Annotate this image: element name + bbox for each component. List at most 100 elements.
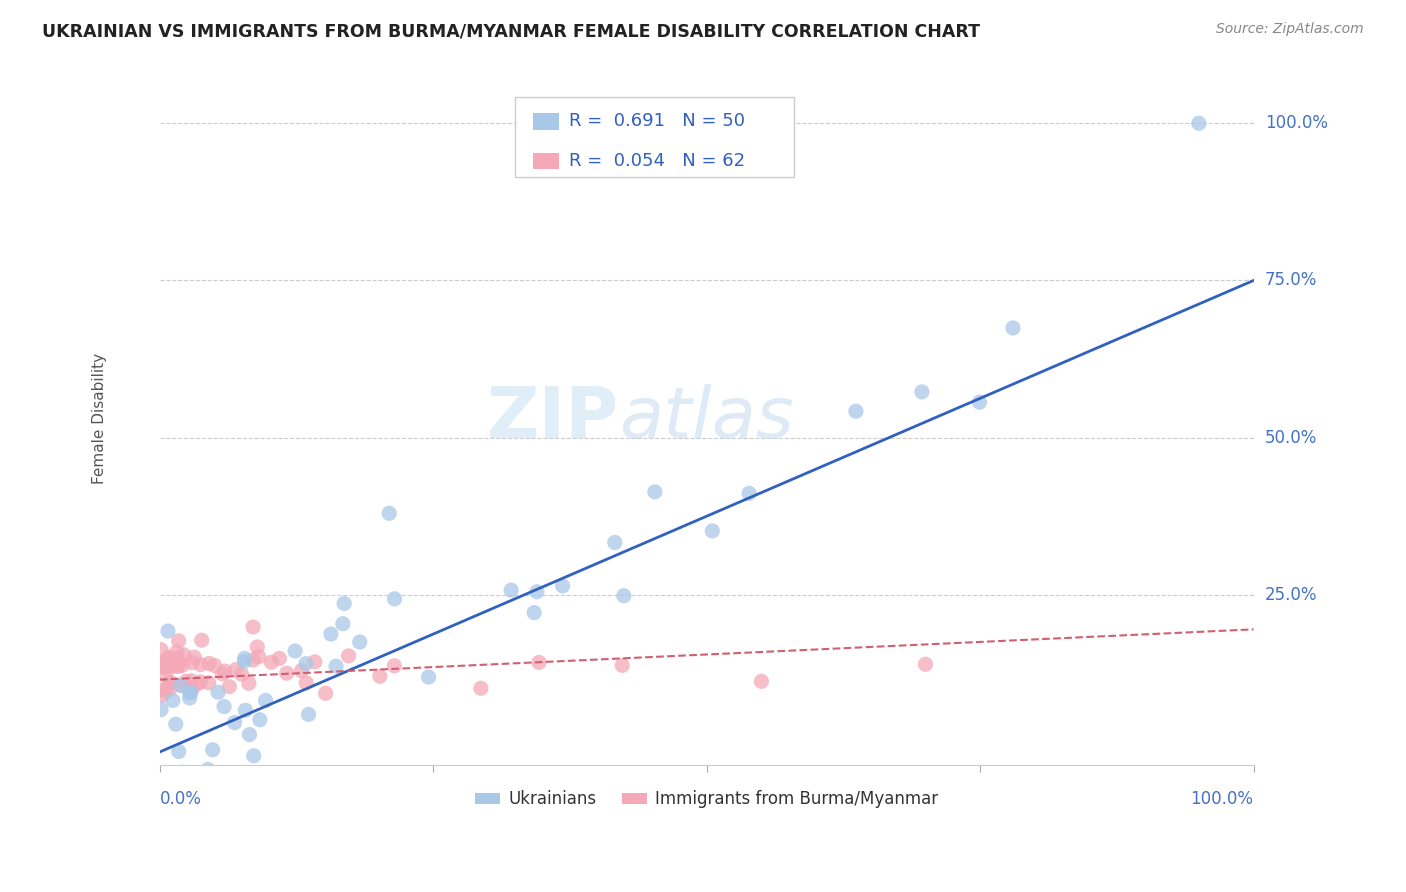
Point [254, 693, 277, 707]
Point [269, 651, 291, 665]
Text: UKRAINIAN VS IMMIGRANTS FROM BURMA/MYANMAR FEMALE DISABILITY CORRELATION CHART: UKRAINIAN VS IMMIGRANTS FROM BURMA/MYANM… [42, 22, 980, 40]
Point [201, 743, 224, 757]
Text: Source: ZipAtlas.com: Source: ZipAtlas.com [1216, 22, 1364, 37]
Point [190, 657, 212, 672]
Text: 25.0%: 25.0% [1265, 586, 1317, 604]
Point [304, 655, 326, 669]
Point [150, 689, 173, 703]
Point [179, 691, 201, 706]
FancyBboxPatch shape [533, 113, 560, 129]
Point [150, 658, 173, 673]
Point [165, 717, 187, 731]
Point [368, 669, 391, 683]
Point [914, 657, 936, 672]
Text: Female Disability: Female Disability [93, 353, 107, 484]
Point [170, 658, 193, 673]
Point [247, 649, 270, 664]
Point [190, 633, 212, 648]
Point [523, 606, 546, 620]
Point [249, 713, 271, 727]
Point [613, 589, 636, 603]
Point [295, 676, 318, 690]
Text: 100.0%: 100.0% [1265, 114, 1327, 132]
Point [197, 763, 219, 777]
Point [212, 699, 235, 714]
Point [224, 715, 246, 730]
Point [551, 579, 574, 593]
Point [246, 640, 269, 654]
Text: 0.0%: 0.0% [160, 789, 201, 807]
Legend: Ukrainians, Immigrants from Burma/Myanmar: Ukrainians, Immigrants from Burma/Myanma… [468, 784, 945, 815]
Point [162, 693, 184, 707]
Text: 100.0%: 100.0% [1191, 789, 1254, 807]
Point [1188, 116, 1211, 130]
Text: 50.0%: 50.0% [1265, 428, 1317, 447]
Point [170, 678, 193, 692]
Point [165, 653, 187, 667]
Point [644, 484, 666, 499]
Point [169, 678, 191, 692]
Point [384, 591, 406, 606]
Point [418, 670, 440, 684]
Point [238, 728, 260, 742]
Point [242, 653, 264, 667]
Point [159, 682, 181, 697]
Point [295, 657, 318, 671]
Point [233, 654, 256, 668]
Point [612, 658, 634, 673]
Point [702, 524, 724, 538]
Point [153, 655, 176, 669]
Point [225, 663, 247, 677]
Point [233, 651, 256, 665]
Point [156, 624, 179, 638]
Point [157, 659, 180, 673]
Point [150, 703, 173, 717]
Point [1001, 321, 1024, 335]
Point [242, 748, 264, 763]
Point [284, 644, 307, 658]
Point [384, 658, 406, 673]
Point [198, 657, 221, 671]
Point [152, 790, 174, 805]
Point [214, 664, 236, 678]
Point [738, 486, 761, 500]
Point [157, 651, 180, 665]
Point [231, 667, 253, 681]
Point [315, 686, 337, 700]
Point [174, 674, 197, 689]
Point [319, 627, 342, 641]
Point [260, 655, 283, 669]
FancyBboxPatch shape [515, 97, 794, 177]
Point [153, 660, 176, 674]
Point [845, 404, 868, 418]
Point [179, 686, 201, 700]
Text: atlas: atlas [619, 384, 794, 453]
Point [242, 620, 264, 634]
Text: R =  0.054   N = 62: R = 0.054 N = 62 [569, 152, 745, 169]
Point [166, 645, 188, 659]
Point [162, 659, 184, 673]
Point [155, 668, 177, 682]
Point [167, 633, 190, 648]
Point [751, 674, 773, 689]
Point [166, 650, 188, 665]
Point [911, 384, 934, 399]
Point [152, 769, 174, 783]
Point [325, 659, 347, 673]
Point [211, 666, 233, 681]
Point [186, 677, 208, 691]
Point [603, 535, 626, 549]
Point [969, 395, 991, 409]
Point [167, 657, 190, 672]
Point [157, 650, 180, 665]
Point [378, 506, 401, 520]
Point [332, 616, 354, 631]
Point [172, 765, 194, 780]
Point [160, 676, 183, 690]
Text: R =  0.691   N = 50: R = 0.691 N = 50 [569, 112, 745, 130]
Point [197, 675, 219, 690]
Point [190, 674, 212, 689]
Point [276, 666, 298, 681]
Point [235, 703, 257, 717]
Point [349, 635, 371, 649]
